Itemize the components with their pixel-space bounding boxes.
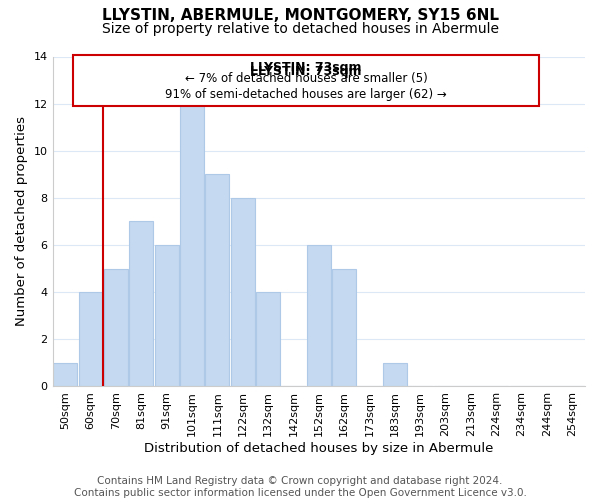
Bar	[205, 174, 229, 386]
Bar	[307, 245, 331, 386]
Bar	[129, 222, 154, 386]
Text: LLYSTIN, ABERMULE, MONTGOMERY, SY15 6NL: LLYSTIN, ABERMULE, MONTGOMERY, SY15 6NL	[101, 8, 499, 22]
Bar	[180, 104, 204, 387]
Bar	[230, 198, 255, 386]
Bar	[332, 268, 356, 386]
Text: LLYSTIN: 73sqm: LLYSTIN: 73sqm	[250, 66, 362, 78]
Bar	[104, 268, 128, 386]
Bar	[256, 292, 280, 386]
Text: ← 7% of detached houses are smaller (5): ← 7% of detached houses are smaller (5)	[185, 72, 427, 86]
Y-axis label: Number of detached properties: Number of detached properties	[15, 116, 28, 326]
Text: LLYSTIN: 73sqm: LLYSTIN: 73sqm	[250, 60, 362, 74]
Bar	[383, 363, 407, 386]
Bar	[155, 245, 179, 386]
Bar	[79, 292, 103, 386]
FancyBboxPatch shape	[73, 56, 539, 106]
Text: 91% of semi-detached houses are larger (62) →: 91% of semi-detached houses are larger (…	[165, 88, 447, 101]
Text: Size of property relative to detached houses in Abermule: Size of property relative to detached ho…	[101, 22, 499, 36]
X-axis label: Distribution of detached houses by size in Abermule: Distribution of detached houses by size …	[144, 442, 493, 455]
Text: Contains HM Land Registry data © Crown copyright and database right 2024.
Contai: Contains HM Land Registry data © Crown c…	[74, 476, 526, 498]
Bar	[53, 363, 77, 386]
